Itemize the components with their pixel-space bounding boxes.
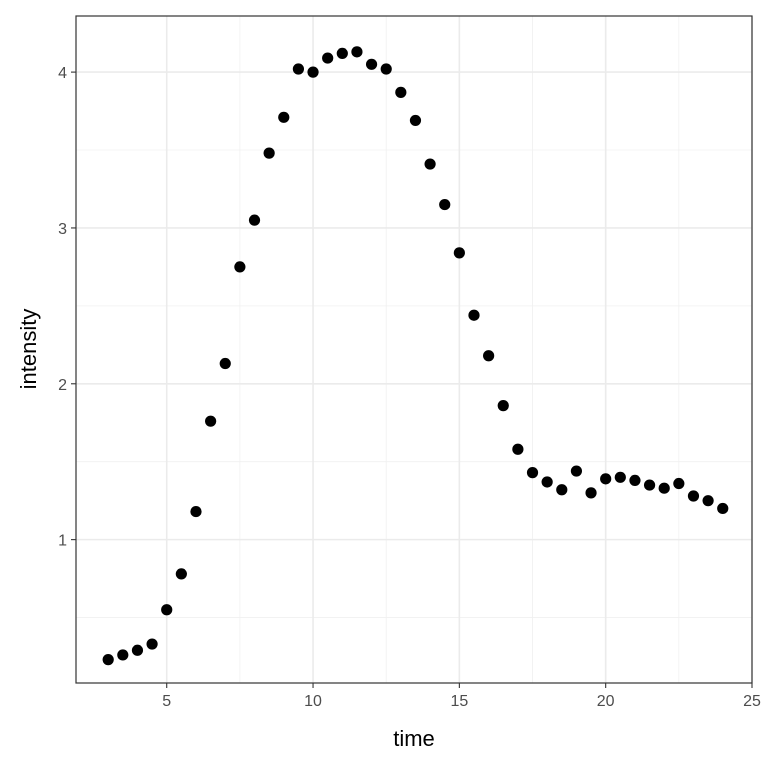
data-point: [570, 465, 583, 477]
data-point: [322, 52, 334, 64]
data-point: [351, 46, 363, 58]
x-tick-label: 10: [304, 693, 322, 710]
y-tick-label: 1: [58, 533, 67, 550]
data-point: [307, 66, 319, 78]
data-point: [600, 473, 612, 485]
y-axis-title: intensity: [16, 309, 41, 390]
data-point: [409, 114, 422, 127]
data-point: [673, 477, 685, 490]
y-tick-label: 2: [58, 377, 67, 394]
data-points: [102, 46, 729, 666]
data-point: [205, 415, 217, 427]
y-tick-label: 4: [58, 65, 67, 82]
data-point: [336, 47, 348, 60]
data-point: [658, 482, 670, 494]
x-tick-label: 25: [743, 693, 761, 710]
data-point: [526, 467, 539, 479]
data-point: [497, 400, 509, 412]
x-tick-label: 20: [597, 693, 615, 710]
y-tick-label: 3: [58, 221, 67, 238]
data-point: [424, 158, 436, 170]
data-point: [365, 58, 378, 70]
data-point: [102, 654, 114, 666]
data-point: [541, 476, 553, 488]
data-point: [643, 479, 656, 491]
data-point: [453, 247, 465, 259]
data-point: [117, 649, 129, 661]
data-point: [439, 198, 451, 211]
data-point: [468, 309, 480, 321]
data-point: [702, 495, 714, 507]
x-tick-label: 5: [162, 693, 171, 710]
data-point: [717, 502, 729, 515]
major-grid: [76, 16, 753, 683]
data-point: [146, 638, 158, 650]
data-point: [292, 63, 305, 75]
data-point: [395, 86, 407, 98]
axis-ticks: 5 10 15 20 25 1 2 3 4: [58, 65, 761, 710]
data-point: [131, 644, 144, 656]
panel-border: [75, 15, 753, 684]
minor-grid: [76, 16, 752, 683]
data-point: [687, 490, 700, 502]
x-axis-title: time: [393, 726, 435, 751]
x-tick-label: 15: [450, 693, 468, 710]
data-point: [556, 484, 568, 496]
data-point: [248, 214, 261, 226]
data-point: [278, 111, 290, 123]
data-point: [380, 63, 392, 75]
data-point: [629, 474, 641, 487]
data-point: [161, 604, 173, 616]
data-point: [585, 487, 597, 499]
data-point: [175, 568, 187, 580]
data-point: [483, 350, 495, 362]
data-point: [512, 443, 524, 455]
data-point: [614, 471, 626, 483]
data-point: [219, 357, 231, 370]
data-point: [234, 261, 246, 273]
data-point: [190, 505, 202, 518]
data-point: [263, 147, 275, 159]
